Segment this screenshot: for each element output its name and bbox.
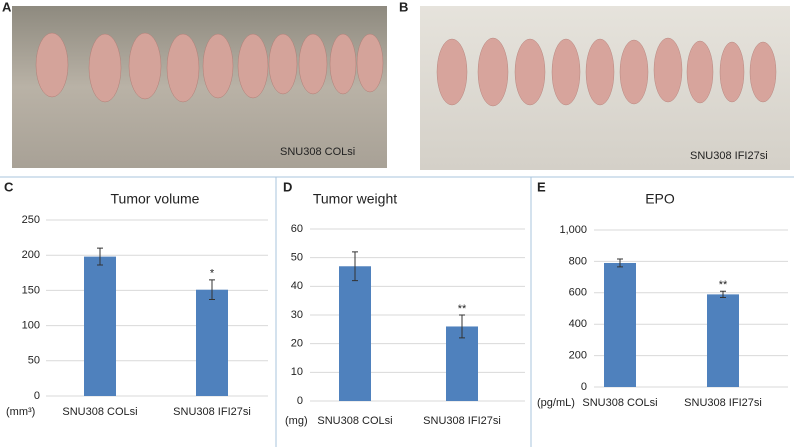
y-tick-label: 0: [297, 395, 303, 407]
chart-title: Tumor volume: [111, 191, 200, 207]
y-tick-label: 20: [291, 338, 303, 350]
photo-caption: SNU308 IFI27si: [690, 150, 768, 162]
panel-label: A: [2, 0, 12, 14]
error-bar: [352, 251, 358, 282]
y-tick-label: 30: [291, 309, 303, 321]
x-tick-label: SNU308 IFI27si: [684, 397, 762, 409]
y-tick-label: 400: [569, 318, 587, 330]
bar: [707, 294, 739, 387]
photo-caption: SNU308 COLsi: [280, 146, 355, 158]
error-bar: [97, 247, 103, 266]
significance: **: [719, 279, 728, 291]
chart-title: Tumor weight: [313, 191, 397, 207]
significance: *: [210, 268, 215, 280]
error-bar: [459, 314, 465, 339]
x-tick-label: SNU308 COLsi: [582, 397, 657, 409]
unit-label: (pg/mL): [537, 397, 575, 409]
y-tick-label: 50: [28, 355, 40, 367]
error-bar: [720, 290, 726, 299]
x-tick-label: SNU308 COLsi: [62, 406, 137, 418]
y-tick-label: 100: [22, 320, 40, 332]
photo-a: [12, 6, 387, 168]
y-tick-label: 200: [22, 249, 40, 261]
photo-b: [420, 6, 790, 170]
significance: **: [458, 303, 467, 315]
panel-label: B: [399, 0, 408, 14]
error-bar: [209, 279, 215, 301]
y-tick-label: 40: [291, 280, 303, 292]
y-tick-label: 0: [581, 381, 587, 393]
y-tick-label: 250: [22, 214, 40, 226]
unit-label: (mm³): [6, 406, 35, 418]
x-tick-label: SNU308 IFI27si: [423, 415, 501, 427]
x-tick-label: SNU308 IFI27si: [173, 406, 251, 418]
bar: [446, 326, 478, 401]
panel-label: D: [283, 179, 292, 194]
y-tick-label: 800: [569, 255, 587, 267]
y-tick-label: 60: [291, 223, 303, 235]
y-tick-label: 150: [22, 284, 40, 296]
panel-label: C: [4, 179, 14, 194]
panel-label: E: [537, 179, 546, 194]
x-tick-label: SNU308 COLsi: [317, 415, 392, 427]
y-tick-label: 1,000: [559, 224, 587, 236]
y-tick-label: 50: [291, 252, 303, 264]
unit-label: (mg): [285, 415, 308, 427]
chart-title: EPO: [645, 191, 675, 207]
y-tick-label: 200: [569, 350, 587, 362]
error-bar: [617, 258, 623, 268]
bar: [604, 262, 636, 387]
y-tick-label: 600: [569, 287, 587, 299]
bar: [339, 266, 371, 401]
bar: [196, 289, 228, 396]
panel-borders: [0, 176, 794, 447]
y-tick-label: 0: [34, 390, 40, 402]
bar: [84, 256, 116, 396]
y-tick-label: 10: [291, 366, 303, 378]
